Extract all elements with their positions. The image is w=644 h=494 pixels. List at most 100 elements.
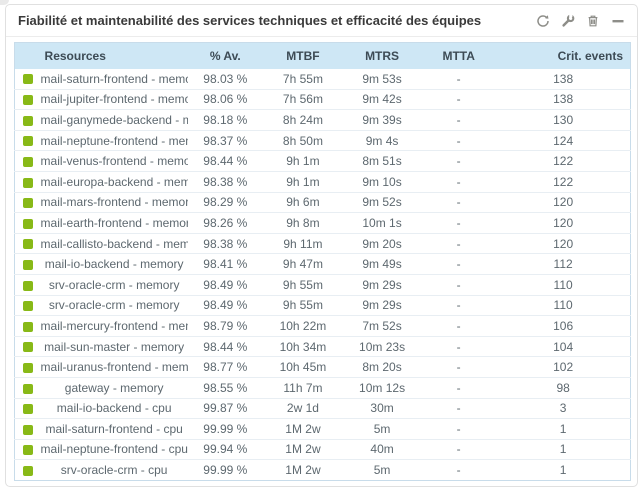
cell-crit-events: 1 (559, 442, 567, 457)
table-row[interactable]: mail-jupiter-frontend - memory 98.06 % 7… (14, 89, 631, 110)
delete-button[interactable] (586, 14, 600, 28)
collapse-button[interactable] (611, 14, 625, 28)
status-ok-icon (22, 74, 33, 85)
cell-resource: mail-saturn-frontend - memory (40, 71, 188, 86)
column-header-mtrs[interactable]: MTRS (365, 48, 400, 63)
cell-mtta: - (456, 442, 461, 457)
cell-availability: 98.38 % (203, 236, 248, 251)
cell-resource: srv-oracle-crm - cpu (60, 463, 168, 478)
status-ok-icon (22, 115, 33, 126)
cell-status (15, 357, 41, 378)
cell-crit-events: 130 (553, 112, 574, 127)
cell-availability: 98.77 % (203, 360, 248, 375)
widget-panel: Fiabilité et maintenabilité des services… (5, 4, 638, 487)
cell-availability: 98.38 % (203, 174, 248, 189)
table-row[interactable]: mail-ganymede-backend - memory 98.18 % 8… (14, 109, 631, 131)
table-row[interactable]: mail-earth-frontend - memory 98.26 % 9h … (14, 212, 631, 234)
table-row[interactable]: srv-oracle-crm - cpu 99.99 % 1M 2w 5m - … (14, 459, 631, 481)
wrench-icon (562, 13, 575, 27)
cell-mtbf: 10h 22m (279, 318, 327, 333)
cell-availability: 98.44 % (203, 154, 248, 169)
cell-crit-events: 110 (553, 298, 573, 313)
cell-availability: 99.99 % (203, 421, 248, 436)
cell-mtrs: 9m 4s (365, 133, 399, 148)
cell-resource: mail-venus-frontend - memory (40, 154, 188, 169)
column-header-availability[interactable]: % Av. (209, 48, 241, 63)
cell-mtbf: 9h 55m (282, 298, 323, 313)
cell-mtbf: 9h 47m (282, 257, 323, 272)
cell-mtrs: 9m 53s (362, 71, 402, 86)
table-header-row: Resources % Av. MTBF MTRS MTTA Crit. eve… (14, 42, 631, 69)
table-row[interactable]: mail-saturn-frontend - cpu 99.99 % 1M 2w… (14, 418, 631, 440)
cell-status (15, 171, 41, 192)
refresh-button[interactable] (536, 14, 550, 28)
status-ok-icon (22, 465, 33, 476)
cell-mtta: - (456, 421, 461, 436)
cell-mtta: - (456, 257, 461, 272)
cell-resource: mail-mars-frontend - memory (40, 195, 188, 210)
cell-mtbf: 9h 55m (282, 277, 323, 292)
cell-mtta: - (456, 277, 461, 292)
status-ok-icon (22, 383, 33, 394)
cell-mtta: - (456, 360, 461, 375)
cell-mtrs: 9m 29s (362, 277, 402, 292)
cell-mtrs: 7m 52s (362, 318, 402, 333)
table-row[interactable]: srv-oracle-crm - memory 98.49 % 9h 55m 9… (14, 295, 631, 316)
table-row[interactable]: mail-neptune-frontend - cpu 99.94 % 1M 2… (14, 439, 631, 460)
cell-mtrs: 10m 12s (359, 380, 406, 395)
table-row[interactable]: mail-venus-frontend - memory 98.44 % 9h … (14, 150, 631, 172)
cell-resource: mail-mercury-frontend - memory (40, 318, 188, 333)
settings-button[interactable] (561, 13, 575, 28)
column-header-mtbf[interactable]: MTBF (286, 48, 320, 63)
cell-mtrs: 10m 23s (359, 339, 406, 354)
cell-crit-events: 122 (553, 174, 574, 189)
status-ok-icon (22, 218, 33, 229)
cell-mtta: - (456, 318, 461, 333)
table-row[interactable]: mail-saturn-frontend - memory 98.03 % 7h… (15, 69, 631, 90)
cell-status (15, 110, 41, 131)
table-row[interactable]: gateway - memory 98.55 % 11h 7m 10m 12s … (14, 377, 631, 398)
column-header-mtta[interactable]: MTTA (442, 48, 475, 63)
cell-mtbf: 1M 2w (285, 463, 321, 478)
cell-resource: mail-earth-frontend - memory (40, 215, 188, 230)
table-row[interactable]: mail-uranus-frontend - memory 98.77 % 10… (14, 356, 631, 378)
cell-mtbf: 8h 24m (282, 112, 323, 127)
cell-availability: 98.55 % (203, 380, 248, 395)
table-row[interactable]: srv-oracle-crm - memory 98.49 % 9h 55m 9… (14, 274, 631, 295)
cell-crit-events: 98 (556, 380, 570, 395)
table-row[interactable]: mail-mars-frontend - memory 98.29 % 9h 6… (14, 192, 631, 213)
column-header-resources[interactable]: Resources (44, 48, 106, 63)
status-ok-icon (22, 362, 33, 373)
column-header-crit-events[interactable]: Crit. events (557, 48, 623, 63)
table-row[interactable]: mail-sun-master - memory 98.44 % 10h 34m… (14, 336, 631, 357)
cell-mtrs: 9m 29s (362, 298, 402, 313)
status-ok-icon (22, 342, 33, 353)
cell-resource: mail-sun-master - memory (44, 339, 185, 354)
cell-resource: srv-oracle-crm - memory (48, 277, 180, 292)
table-row[interactable]: mail-io-backend - memory 98.41 % 9h 47m … (14, 253, 631, 275)
cell-availability: 98.29 % (203, 195, 248, 210)
status-ok-icon (22, 136, 33, 147)
cell-mtta: - (456, 154, 461, 169)
table-body: mail-saturn-frontend - memory 98.03 % 7h… (14, 69, 631, 481)
cell-mtta: - (456, 112, 461, 127)
cell-status (15, 460, 41, 481)
cell-status (15, 233, 41, 254)
table-row[interactable]: mail-europa-backend - memory 98.38 % 9h … (14, 171, 631, 192)
cell-mtrs: 30m (370, 401, 394, 416)
widget-body: Resources % Av. MTBF MTRS MTTA Crit. eve… (6, 37, 637, 488)
cell-mtbf: 11h 7m (283, 380, 323, 395)
cell-status (15, 377, 41, 398)
cell-status (15, 419, 41, 440)
cell-availability: 99.87 % (203, 401, 248, 416)
table-row[interactable]: mail-neptune-frontend - memory 98.37 % 8… (14, 130, 631, 151)
cell-mtta: - (456, 339, 461, 354)
cell-resource: mail-io-backend - memory (44, 257, 184, 272)
table-row[interactable]: mail-mercury-frontend - memory 98.79 % 1… (14, 315, 631, 337)
cell-availability: 98.44 % (203, 339, 248, 354)
cell-mtta: - (456, 236, 461, 251)
table-row[interactable]: mail-io-backend - cpu 99.87 % 2w 1d 30m … (14, 398, 631, 419)
cell-mtta: - (456, 174, 461, 189)
table-row[interactable]: mail-callisto-backend - memory 98.38 % 9… (14, 233, 631, 254)
cell-resource: mail-neptune-frontend - cpu (40, 442, 188, 457)
